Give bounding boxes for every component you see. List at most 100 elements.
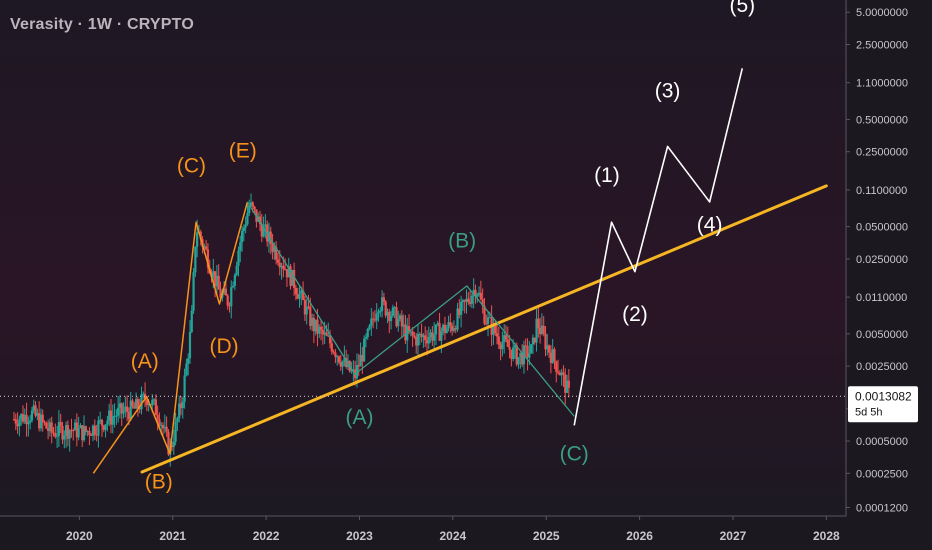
candle-body bbox=[343, 357, 346, 362]
x-tick-label: 2022 bbox=[253, 529, 280, 543]
candle-body bbox=[79, 425, 82, 429]
candle-body bbox=[291, 269, 294, 286]
y-tick-label: 0.0002500 bbox=[856, 468, 908, 480]
candle-body bbox=[368, 325, 371, 330]
candle-body bbox=[73, 422, 77, 431]
candle-body bbox=[524, 345, 527, 347]
candle-body bbox=[298, 293, 301, 299]
candle-body bbox=[152, 399, 156, 401]
candle-body bbox=[443, 324, 447, 334]
candle-body bbox=[366, 329, 369, 338]
candle-body bbox=[203, 246, 206, 248]
candle-body bbox=[476, 294, 479, 297]
candle-body bbox=[61, 425, 64, 440]
candle-body bbox=[38, 413, 41, 429]
candle-body bbox=[106, 420, 109, 425]
candle-body bbox=[352, 369, 355, 371]
candle-body bbox=[57, 422, 60, 436]
candle-body bbox=[567, 380, 570, 388]
candle-body bbox=[402, 324, 405, 327]
candle-body bbox=[512, 347, 515, 359]
candle-body bbox=[341, 361, 344, 367]
candle-body bbox=[104, 424, 107, 430]
candle-body bbox=[167, 431, 170, 455]
candle-body bbox=[379, 310, 382, 312]
candle-body bbox=[205, 246, 208, 250]
wave-label-orange: (C) bbox=[177, 154, 206, 177]
candle-body bbox=[214, 271, 217, 287]
candle-body bbox=[495, 333, 499, 337]
wave-label-teal: (C) bbox=[560, 442, 589, 465]
candle-body bbox=[316, 319, 319, 334]
candle-body bbox=[129, 400, 132, 420]
candle-body bbox=[66, 425, 69, 439]
candle-body bbox=[415, 336, 418, 346]
candle-body bbox=[99, 419, 102, 421]
wave-label-projection: (4) bbox=[697, 214, 723, 237]
candle-body bbox=[425, 340, 429, 344]
candle-body bbox=[382, 297, 385, 302]
candle-body bbox=[531, 337, 535, 345]
y-tick-label: 1.1000000 bbox=[856, 78, 908, 90]
candle-body bbox=[458, 308, 461, 315]
candle-body bbox=[544, 333, 547, 350]
candle-body bbox=[29, 420, 32, 423]
candle-body bbox=[154, 399, 157, 415]
y-tick-label: 0.0050000 bbox=[856, 329, 908, 341]
candle-body bbox=[196, 232, 199, 247]
candle-body bbox=[50, 422, 53, 433]
candle-body bbox=[345, 357, 348, 367]
candle-body bbox=[470, 296, 473, 304]
candle-body bbox=[386, 311, 389, 316]
candle-body bbox=[463, 300, 466, 302]
candle-body bbox=[305, 306, 308, 315]
candle-body bbox=[517, 357, 520, 365]
candle-body bbox=[23, 414, 26, 422]
candle-body bbox=[275, 246, 278, 260]
candle-body bbox=[21, 414, 25, 422]
candle-body bbox=[327, 335, 330, 337]
x-tick-label: 2025 bbox=[533, 529, 560, 543]
y-tick-label: 0.0025000 bbox=[856, 361, 908, 373]
candle-body bbox=[282, 265, 285, 270]
candle-body bbox=[140, 394, 143, 410]
candle-body bbox=[528, 353, 531, 358]
candle-body bbox=[549, 352, 552, 363]
candle-body bbox=[161, 425, 165, 429]
candle-countdown: 5d 5h bbox=[855, 406, 883, 418]
candle-body bbox=[108, 410, 111, 421]
candle-body bbox=[228, 305, 231, 307]
candle-body bbox=[442, 324, 445, 332]
candle-body bbox=[30, 410, 34, 421]
candle-body bbox=[179, 403, 183, 409]
candle-body bbox=[280, 265, 283, 268]
x-tick-label: 2021 bbox=[159, 529, 186, 543]
candle-body bbox=[156, 414, 159, 420]
candle-body bbox=[235, 265, 238, 276]
candle-body bbox=[183, 375, 186, 402]
candle-body bbox=[479, 292, 482, 300]
candle-body bbox=[237, 250, 240, 266]
candle-body bbox=[445, 328, 448, 334]
candle-body bbox=[312, 317, 315, 332]
wave-label-projection: (1) bbox=[594, 164, 620, 187]
candle-body bbox=[70, 430, 73, 432]
candle-body bbox=[355, 365, 359, 379]
candle-body bbox=[370, 318, 373, 326]
candle-body bbox=[25, 414, 28, 425]
candle-body bbox=[158, 419, 161, 426]
wave-label-projection: (3) bbox=[655, 80, 681, 103]
candle-body bbox=[102, 425, 105, 430]
candle-body bbox=[84, 426, 87, 432]
candle-body bbox=[39, 414, 43, 429]
candle-body bbox=[151, 399, 154, 406]
candle-body bbox=[454, 328, 457, 330]
candle-body bbox=[565, 380, 569, 393]
candle-body bbox=[388, 311, 391, 322]
candle-body bbox=[389, 315, 393, 322]
candle-body bbox=[212, 271, 215, 277]
candle-body bbox=[59, 422, 62, 426]
candle-body bbox=[461, 300, 465, 302]
